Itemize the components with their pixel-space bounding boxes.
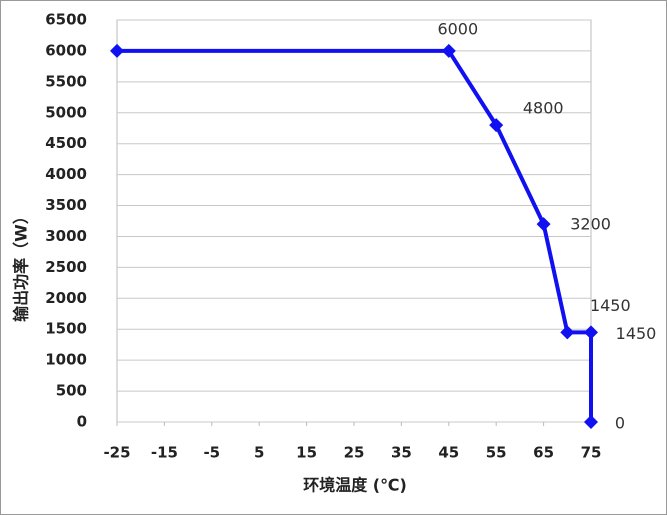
x-tick-label: 25 <box>344 444 365 462</box>
data-label: 0 <box>615 414 625 433</box>
y-tick-label: 3000 <box>45 227 87 245</box>
x-tick-label: 75 <box>581 444 602 462</box>
y-tick-label: 5000 <box>45 103 87 121</box>
data-label: 1450 <box>590 296 631 315</box>
marker <box>441 43 456 58</box>
y-tick-label: 500 <box>56 382 87 400</box>
marker <box>584 325 598 340</box>
y-tick-label: 0 <box>77 413 87 431</box>
x-tick-label: 35 <box>391 444 412 462</box>
marker <box>560 325 575 340</box>
data-label: 3200 <box>570 215 611 234</box>
marker <box>584 415 598 429</box>
x-tick-label: -25 <box>103 444 130 462</box>
marker <box>536 217 551 232</box>
x-axis-title: 环境温度 (℃) <box>303 476 407 495</box>
y-axis-title: 输出功率（W） <box>12 208 31 322</box>
y-tick-label: 2500 <box>45 258 87 276</box>
x-tick-label: 15 <box>296 444 317 462</box>
marker <box>489 118 504 133</box>
data-label: 4800 <box>523 99 564 118</box>
y-tick-label: 6500 <box>45 11 87 29</box>
y-tick-label: 6000 <box>45 41 87 59</box>
y-tick-label: 4500 <box>45 134 87 152</box>
data-label: 1450 <box>616 324 657 343</box>
x-tick-label: -15 <box>151 444 178 462</box>
y-tick-label: 3500 <box>45 196 87 214</box>
y-tick-label: 4000 <box>45 165 87 183</box>
x-tick-label: -5 <box>203 444 220 462</box>
x-tick-label: 5 <box>254 444 264 462</box>
x-tick-label: 65 <box>533 444 554 462</box>
y-tick-label: 5500 <box>45 72 87 90</box>
marker <box>110 43 124 58</box>
y-tick-label: 1000 <box>45 351 87 369</box>
data-label: 6000 <box>437 19 478 38</box>
y-tick-label: 2000 <box>45 289 87 307</box>
x-tick-label: 55 <box>486 444 507 462</box>
y-tick-label: 1500 <box>45 320 87 338</box>
x-tick-label: 45 <box>438 444 459 462</box>
